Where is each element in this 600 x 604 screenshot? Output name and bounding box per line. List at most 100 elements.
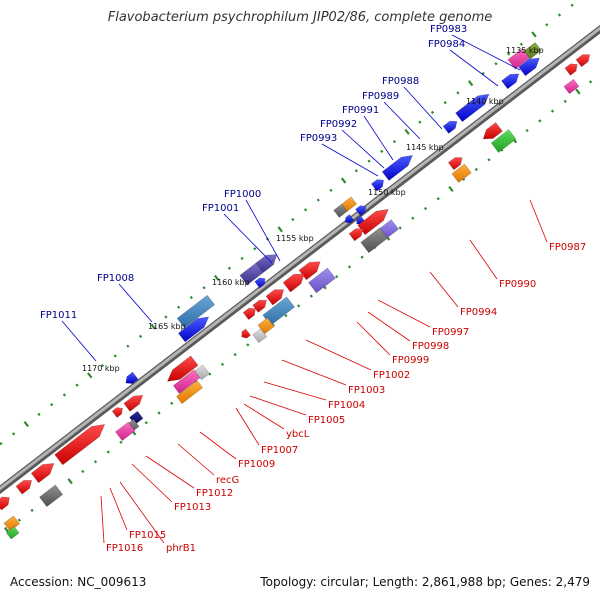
tick-mark-lower [398, 226, 402, 230]
leader-layer [61, 34, 548, 544]
gene-label-fp0997: FP0997 [432, 327, 469, 338]
gene-fp1015 [54, 424, 106, 466]
tick-mark-upper [50, 402, 54, 407]
tick-mark-lower [575, 88, 581, 95]
gene-label-fp1011: FP1011 [40, 310, 77, 321]
gene-label-fp0993: FP0993 [300, 133, 337, 144]
tick-mark-upper [456, 91, 460, 95]
gene-label-fp1015: FP1015 [129, 530, 166, 541]
gene-small-red [15, 480, 33, 495]
tick-mark-lower [233, 352, 237, 357]
tick-mark-upper [240, 256, 244, 261]
gene-small-red [111, 407, 123, 418]
scale-tick-label: 1170 kbp [82, 364, 120, 373]
leader-line-top [118, 283, 153, 323]
topology-text: Topology: circular; Length: 2,861,988 bp… [260, 575, 590, 589]
tick-mark-lower [309, 294, 313, 298]
gene-fp0993 [355, 205, 367, 217]
leader-line-bottom [243, 403, 285, 430]
leader-line-top [449, 49, 499, 87]
gene-label-fp1013: FP1013 [174, 502, 211, 513]
leader-line-top [363, 115, 394, 161]
leader-line-bottom [145, 455, 195, 489]
tick-mark-lower [525, 128, 529, 133]
tick-mark-lower [588, 80, 593, 84]
tick-mark-upper [316, 198, 320, 202]
gene-label-fp1016: FP1016 [106, 543, 143, 554]
gene-small [254, 277, 266, 289]
tick-mark-upper [227, 266, 232, 270]
tick-mark-lower [284, 314, 288, 318]
gene-fp1016 [30, 463, 55, 484]
scale-tick-label: 1155 kbp [276, 234, 314, 243]
tick-mark-upper [494, 62, 498, 66]
tick-mark-lower [563, 99, 567, 103]
tick-mark-lower [106, 450, 110, 454]
leader-line-top [61, 320, 97, 362]
tick-mark-upper [214, 274, 220, 282]
gene-recg [176, 380, 204, 404]
leader-line-bottom [281, 359, 347, 386]
gene-fp1007 [252, 328, 268, 344]
gene-label-fp0987: FP0987 [549, 242, 586, 253]
tick-mark-upper [418, 120, 422, 124]
gene-fp0989 [442, 120, 458, 134]
gene-label-ybcl: ybcL [286, 429, 310, 440]
gene-label-fp0983: FP0983 [430, 24, 467, 35]
gene-label-fp1000: FP1000 [224, 189, 261, 200]
gene-fp0999 [308, 267, 336, 294]
tick-mark-upper [150, 323, 156, 330]
gene-block [194, 364, 210, 381]
tick-mark-lower [411, 216, 415, 220]
gene-block [333, 203, 348, 218]
leader-line-bottom [249, 395, 307, 416]
scale-tick-label: 1160 kbp [212, 278, 250, 287]
tick-mark-upper [0, 441, 3, 446]
tick-mark-upper [519, 42, 523, 46]
leader-line-bottom [109, 487, 128, 531]
tick-mark-upper [430, 110, 435, 115]
tick-mark-upper [126, 344, 130, 348]
tick-mark-lower [297, 304, 301, 308]
tick-mark-upper [507, 52, 511, 56]
tick-mark-upper [37, 412, 41, 416]
tick-mark-upper [467, 80, 474, 87]
gene-small-red [252, 299, 267, 313]
gene-fp1002 [298, 261, 321, 281]
gene-layer [0, 42, 591, 540]
gene-label-fp1005: FP1005 [308, 415, 345, 426]
gene-label-fp1012: FP1012 [196, 488, 233, 499]
gene-label-fp1007: FP1007 [261, 445, 298, 456]
gene-label-fp1009: FP1009 [238, 459, 275, 470]
leader-line-bottom [263, 381, 327, 401]
gene-fp0987 [575, 54, 591, 68]
leader-line-bottom [177, 443, 215, 476]
gene-fp0983 [518, 57, 540, 77]
tick-mark-lower [246, 343, 250, 347]
tick-mark-upper [23, 421, 30, 428]
tick-mark-upper [340, 177, 347, 184]
gene-fp1009 [166, 355, 199, 382]
gene-fp0988 [455, 93, 490, 123]
tick-mark-lower [538, 119, 542, 123]
gene-phrb1 [115, 421, 136, 442]
backbone-layer [0, 24, 600, 495]
tick-mark-upper [481, 71, 485, 76]
tick-mark-lower [550, 109, 555, 113]
tick-mark-lower [81, 469, 85, 474]
gene-label-recg: recG [216, 475, 239, 486]
leader-line-bottom [235, 407, 260, 446]
gene-label-fp0988: FP0988 [382, 76, 419, 87]
leader-line-bottom [469, 239, 498, 280]
tick-mark-lower [448, 185, 454, 193]
gene-fp1008b [178, 316, 210, 343]
tick-mark-upper [329, 188, 333, 192]
label-layer: 1135 kbp 1140 kbp 1145 kbp 1150 kbp 1155 kbp… [40, 24, 586, 554]
scale-tick-label: 1135 kbp [506, 46, 544, 55]
tick-mark-upper [570, 3, 574, 7]
tick-mark-upper [404, 128, 410, 135]
tick-mark-lower [423, 206, 428, 211]
gene-fp0997 [357, 208, 389, 236]
leader-line-bottom [429, 271, 459, 308]
